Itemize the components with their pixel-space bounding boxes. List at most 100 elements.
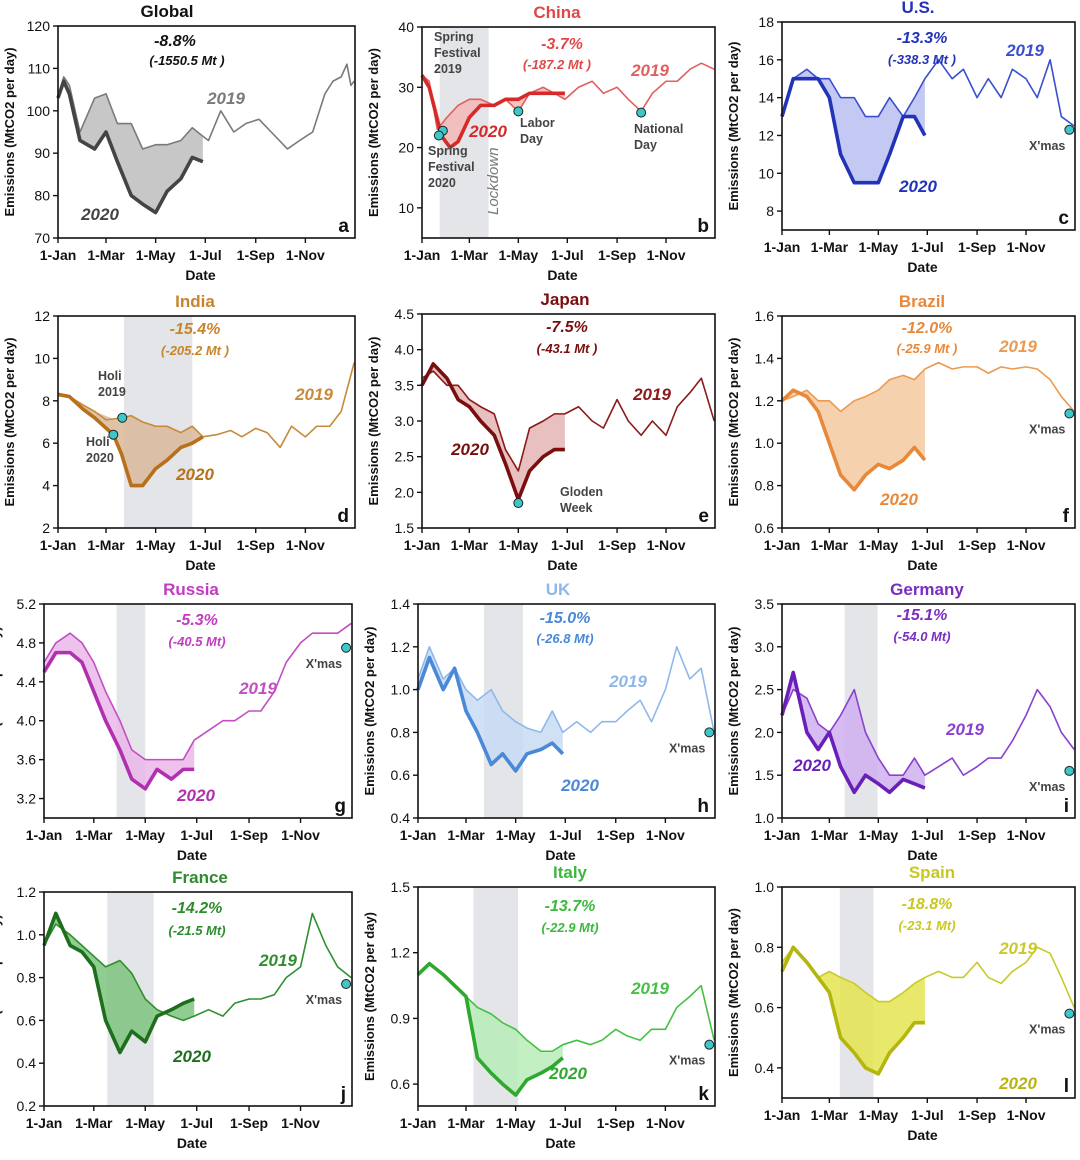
reduction-fill [418,646,563,771]
x-tick-label: 1-Jan [404,537,441,553]
x-tick-label: 1-Jul [549,827,582,843]
event-label: Gloden Week [560,485,603,515]
x-tick-label: 1-Sep [958,827,996,843]
panel-letter: g [334,796,346,817]
y-tick-label: 2.5 [755,682,775,698]
label-2020: 2020 [172,1047,211,1066]
x-tick-label: 1-Jul [189,247,222,263]
event-label-line: Holi [98,369,122,383]
x-tick-label: 1-Sep [958,537,996,553]
series-2019-line [421,62,715,131]
y-axis-label: Emissions (MtCO2 per day) [726,337,741,506]
label-2020: 2020 [175,465,214,484]
x-tick-label: 1-Nov [286,247,325,263]
panel-j: 0.2 0.4 0.6 0.8 1.0 1.2 1-Jan 1-Mar 1-May 1-Jul 1-… [0,868,353,1151]
x-tick-label: 1-Sep [958,239,996,255]
change-percent: -12.0% [902,320,953,337]
panel-i: 1.0 1.5 2.0 2.5 3.0 3.5 1-Jan 1-Mar 1-May 1-Jul 1-… [726,580,1076,863]
label-2020: 2020 [879,490,918,509]
y-tick-label: 110 [28,60,51,76]
change-mt: (-25.9 Mt ) [897,341,958,356]
series-2020-line [780,76,927,185]
change-mt: (-43.1 Mt ) [537,341,598,356]
y-tick-label: 2.5 [395,449,415,465]
series-2019-line [417,962,715,1053]
y-axis-label: Emissions (MtCO2 per day) [2,337,17,506]
panel-e: 1.5 2.0 2.5 3.0 3.5 4.0 4.5 1-Jan 1-Mar 1-May 1-Ju… [366,290,716,573]
event-label: X'mas [1029,1023,1065,1037]
y-tick-label: 3.5 [395,377,415,393]
event-label: Holi 2019 [98,369,126,399]
label-2020: 2020 [792,756,831,775]
y-tick-label: 6 [42,435,50,451]
y-tick-label: 0.4 [17,1055,37,1071]
panel-letter: a [338,216,349,237]
event-label-line: 2019 [98,385,126,399]
panel-letter: i [1064,796,1069,817]
y-tick-label: 3.0 [395,413,415,429]
event-label-line: Spring [434,30,474,44]
label-2019: 2019 [294,385,333,404]
y-tick-label: 8 [766,203,774,219]
change-percent: -7.5% [546,319,588,336]
plot-frame [421,26,716,239]
y-tick-label: 0.6 [391,767,411,783]
change-percent: -8.8% [154,33,196,50]
y-axis-label: Emissions (MtCO2 per day) [362,626,377,795]
label-2019: 2019 [998,939,1037,958]
y-tick-label: 70 [34,230,50,246]
x-axis-label: Date [547,267,578,283]
panel-letter: k [698,1084,709,1105]
y-tick-label: 100 [27,103,51,119]
event-marker [1064,124,1075,135]
x-tick-label: 1-May [858,827,898,843]
label-2019: 2019 [258,951,297,970]
x-tick-label: 1-Nov [1007,827,1046,843]
label-2019: 2019 [1005,41,1044,60]
x-tick-label: 1-Jan [764,1107,801,1123]
y-axis-label: Emissions (MtCO2 per day) [366,336,381,505]
panel-letter: b [697,216,709,237]
y-tick-label: 0.6 [755,1000,775,1016]
change-mt: (-26.8 Mt) [536,631,593,646]
x-tick-label: 1-Jul [911,239,944,255]
y-tick-label: 16 [758,52,774,68]
x-tick-label: 1-Sep [597,1115,635,1131]
x-tick-label: 1-Jul [189,537,222,553]
x-tick-label: 1-Nov [1007,1107,1046,1123]
panel-letter: l [1064,1076,1069,1097]
y-tick-label: 80 [34,188,50,204]
y-tick-label: 1.0 [755,879,775,895]
panel-title: Brazil [899,292,945,311]
event-label: Holi 2020 [86,435,114,465]
series-2019-line [43,622,352,761]
series-2020-line [42,650,195,791]
x-tick-label: 1-Jul [551,537,584,553]
event-label-line: Spring [428,144,468,158]
series-2019-line [781,59,1075,127]
label-2020: 2020 [450,440,489,459]
panel-title: UK [546,580,571,599]
y-tick-label: 0.8 [755,478,775,494]
change-percent: -13.7% [545,898,596,915]
panel-title: France [172,868,228,887]
event-label-line: 2019 [434,62,462,76]
x-tick-label: 1-Jul [911,537,944,553]
event-marker [636,107,647,118]
event-label-line: Day [520,132,543,146]
series-2019-line [781,946,1075,1008]
change-mt: (-40.5 Mt) [168,634,225,649]
event-label: X'mas [306,993,342,1007]
y-axis-label: Emissions (MtCO2 per day) [362,912,377,1081]
x-tick-label: 1-Sep [597,827,635,843]
event-label-line: X'mas [306,657,342,671]
y-tick-label: 2 [42,520,50,536]
series-2020-line [780,670,926,795]
x-tick-label: 1-Jan [404,247,441,263]
x-tick-label: 1-May [125,1115,165,1131]
event-label-line: X'mas [669,1054,705,1068]
panel-letter: d [337,506,349,527]
x-tick-label: 1-May [136,537,176,553]
event-marker [1064,1008,1075,1019]
panel-letter: j [340,1084,346,1105]
